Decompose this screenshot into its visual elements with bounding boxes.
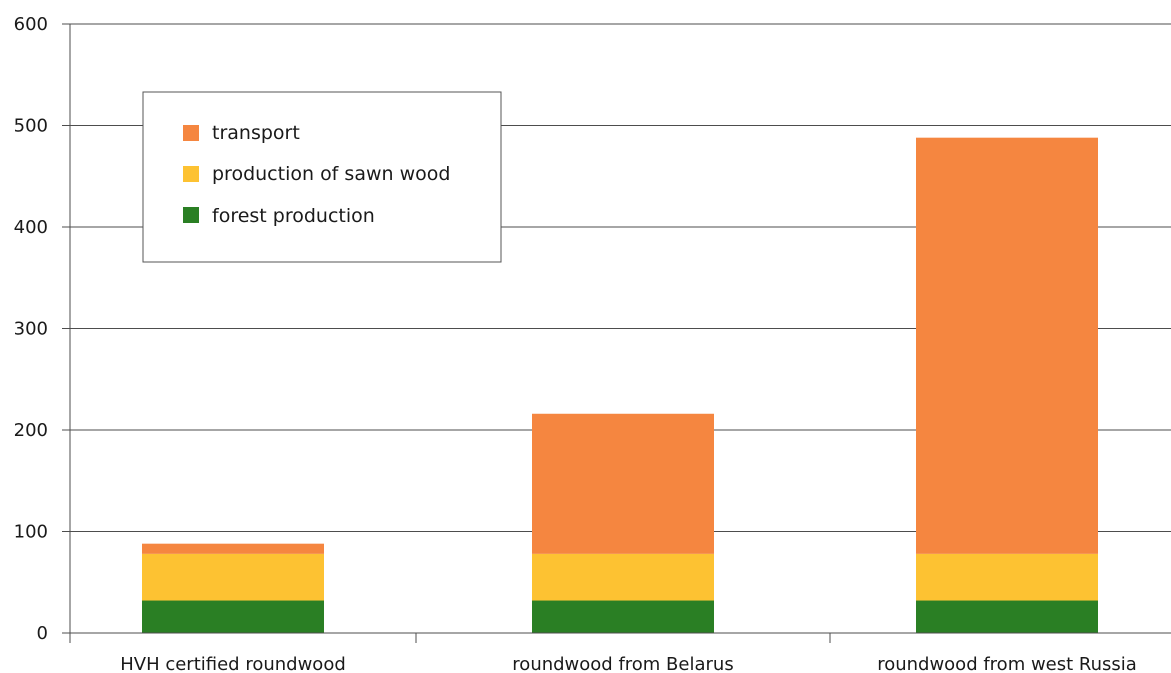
bar-segment-production-of-sawn-wood xyxy=(142,553,324,601)
axes xyxy=(62,23,1171,643)
y-tick-label: 100 xyxy=(14,522,48,543)
bar-segment-forest-production xyxy=(532,600,714,633)
legend-box xyxy=(142,91,502,263)
x-category-labels: HVH certified roundwood roundwood from Be… xyxy=(120,654,1137,673)
bar-segment-production-of-sawn-wood xyxy=(916,553,1098,601)
y-tick-label: 600 xyxy=(14,14,48,35)
y-tick-labels: 0 100 200 300 400 500 600 xyxy=(14,14,48,644)
bar-segment-forest-production xyxy=(916,600,1098,633)
x-category-label: roundwood from Belarus xyxy=(512,654,733,673)
y-tick-label: 0 xyxy=(37,623,48,644)
x-category-label: HVH certified roundwood xyxy=(120,654,346,673)
legend-swatch-production-of-sawn-wood xyxy=(183,166,199,182)
x-category-label: roundwood from west Russia xyxy=(877,654,1137,673)
legend-label-forest-production: forest production xyxy=(212,205,375,227)
bar-segment-transport xyxy=(142,543,324,554)
legend: transport production of sawn wood forest… xyxy=(142,91,502,263)
bar-segment-production-of-sawn-wood xyxy=(532,553,714,601)
bars xyxy=(142,137,1098,633)
legend-label-production-of-sawn-wood: production of sawn wood xyxy=(212,163,450,185)
y-tick-label: 400 xyxy=(14,217,48,238)
legend-label-transport: transport xyxy=(212,122,300,144)
legend-swatch-forest-production xyxy=(183,207,199,223)
legend-swatch-transport xyxy=(183,125,199,141)
bar-segment-transport xyxy=(532,413,714,554)
bar-segment-transport xyxy=(916,137,1098,554)
bar-segment-forest-production xyxy=(142,600,324,633)
y-tick-label: 200 xyxy=(14,420,48,441)
y-tick-label: 300 xyxy=(14,319,48,340)
y-tick-label: 500 xyxy=(14,116,48,137)
